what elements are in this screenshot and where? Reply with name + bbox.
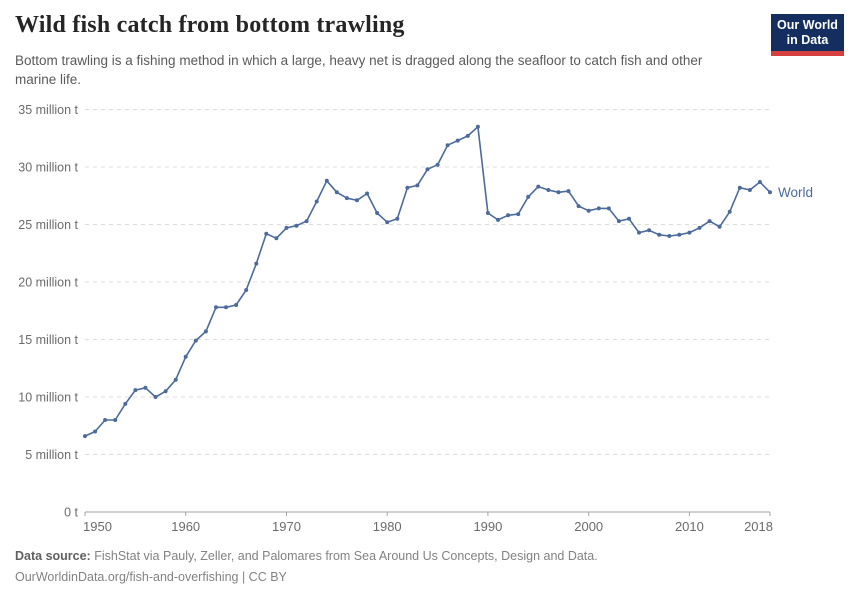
data-point-marker (516, 212, 521, 217)
chart-footer: Data source: FishStat via Pauly, Zeller,… (15, 546, 598, 588)
y-axis-tick-label: 35 million t (18, 103, 78, 117)
data-point-marker (395, 216, 400, 221)
owid-logo-line2: in Data (786, 33, 829, 47)
y-axis-tick-label: 0 t (64, 506, 78, 520)
data-point-marker (627, 216, 631, 221)
data-point-marker (143, 385, 148, 390)
data-point-marker (687, 230, 692, 235)
data-point-marker (556, 190, 561, 195)
data-point-marker (123, 401, 128, 406)
data-point-marker (536, 184, 541, 189)
owid-logo-line1: Our World (777, 18, 838, 32)
x-axis-tick-label: 1980 (373, 519, 402, 534)
y-axis-tick-label: 20 million t (18, 276, 78, 290)
data-point-marker (485, 211, 490, 215)
x-axis-tick-label: 1970 (272, 519, 301, 534)
data-point-marker (717, 224, 722, 229)
data-point-marker (355, 198, 359, 203)
data-point-marker (727, 209, 732, 214)
data-point-marker (153, 395, 158, 399)
y-axis-tick-label: 25 million t (18, 218, 78, 232)
data-point-marker (546, 188, 551, 192)
data-point-marker (294, 223, 299, 228)
data-point-marker (455, 138, 460, 143)
data-point-marker (334, 190, 339, 195)
data-point-marker (606, 206, 611, 211)
data-point-marker (103, 418, 108, 422)
data-point-marker (405, 185, 410, 190)
x-axis-tick-label: 1960 (171, 519, 200, 534)
data-point-marker (133, 388, 138, 393)
data-point-marker (113, 418, 118, 422)
data-point-marker (415, 183, 420, 188)
data-point-marker (224, 305, 228, 310)
page-title: Wild fish catch from bottom trawling (15, 12, 405, 38)
data-point-marker (254, 261, 259, 266)
y-axis-tick-label: 10 million t (18, 391, 78, 405)
data-point-marker (284, 225, 289, 230)
data-point-marker (173, 377, 178, 382)
data-point-marker (304, 219, 309, 224)
series-line (84, 126, 771, 437)
chart-subtitle: Bottom trawling is a fishing method in w… (15, 53, 703, 88)
data-point-marker (83, 434, 87, 439)
data-point-marker (657, 232, 662, 237)
x-axis-tick-label: 1950 (83, 519, 112, 534)
data-point-marker (314, 199, 319, 204)
data-point-marker (757, 180, 762, 184)
data-point-marker (707, 219, 712, 224)
data-point-marker (596, 206, 601, 211)
source-link-line[interactable]: OurWorldinData.org/fish-and-overfishing … (15, 570, 287, 584)
data-point-marker (244, 288, 249, 292)
y-axis-tick-label: 15 million t (18, 333, 78, 347)
data-point-marker (566, 189, 571, 194)
data-point-marker (264, 231, 269, 236)
data-point-marker (667, 234, 672, 238)
data-point-marker (586, 208, 591, 213)
data-point-marker (465, 133, 470, 138)
data-point-marker (324, 178, 329, 183)
data-point-marker (183, 354, 188, 359)
y-axis-tick-label: 5 million t (25, 448, 78, 462)
data-point-marker (435, 162, 440, 167)
data-point-marker (234, 303, 239, 307)
data-point-marker (203, 329, 208, 334)
data-source-label: Data source: (15, 549, 91, 563)
data-point-marker (344, 196, 349, 201)
data-point-marker (768, 190, 772, 195)
data-point-marker (496, 217, 500, 222)
data-point-marker (365, 191, 370, 196)
data-point-marker (697, 225, 702, 230)
data-point-marker (506, 213, 511, 218)
data-point-marker (647, 228, 652, 233)
data-point-marker (616, 219, 621, 224)
data-point-marker (425, 167, 430, 172)
x-axis-tick-label: 2000 (574, 519, 603, 534)
data-source-text: FishStat via Pauly, Zeller, and Palomare… (90, 549, 598, 563)
data-point-marker (385, 220, 390, 225)
data-point-marker (737, 185, 742, 190)
x-axis-tick-label: 2010 (675, 519, 704, 534)
x-axis-tick-label: 1990 (473, 519, 502, 534)
x-axis-tick-label: 2018 (744, 519, 773, 534)
owid-logo[interactable]: Our World in Data (771, 14, 844, 56)
data-point-marker (445, 143, 450, 148)
data-point-marker (576, 204, 581, 209)
data-point-marker (747, 188, 752, 192)
data-point-marker (637, 230, 641, 235)
data-point-marker (163, 389, 168, 394)
data-point-marker (214, 305, 218, 310)
data-point-marker (193, 338, 198, 343)
data-source-line: Data source: FishStat via Pauly, Zeller,… (15, 546, 598, 567)
data-point-marker (526, 194, 531, 199)
data-point-marker (677, 232, 682, 237)
data-point-marker (375, 211, 380, 215)
data-point-marker (274, 236, 279, 241)
y-axis-tick-label: 30 million t (18, 161, 78, 175)
series-end-label: World (778, 185, 813, 200)
data-point-marker (475, 124, 480, 129)
data-point-marker (93, 429, 98, 434)
